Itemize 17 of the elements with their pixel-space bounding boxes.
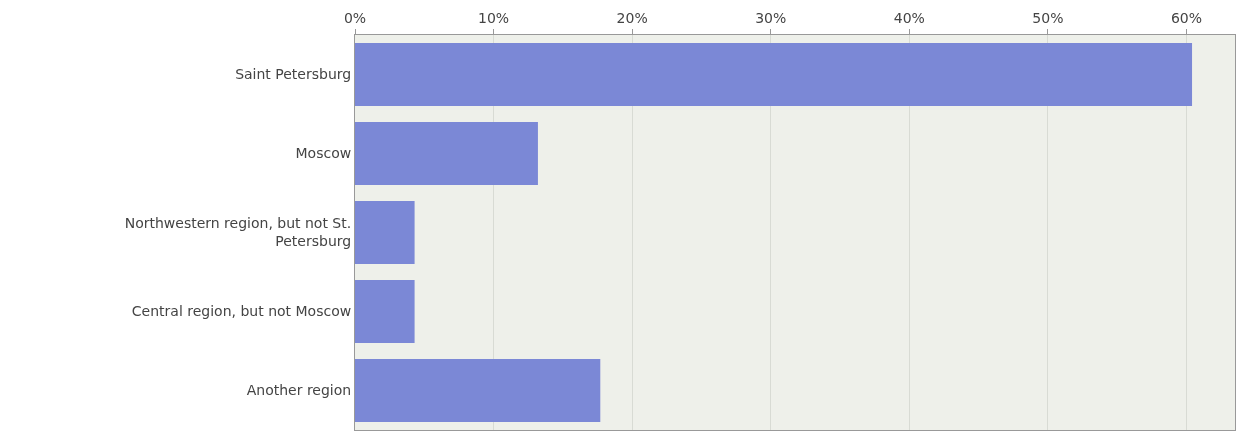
x-tick-label: 60% bbox=[1170, 10, 1203, 27]
y-tick-label: Central region, but not Moscow bbox=[131, 303, 352, 320]
bar bbox=[355, 121, 538, 186]
x-tick-label: 50% bbox=[1032, 10, 1064, 27]
y-tick-label: Another region bbox=[246, 382, 352, 399]
x-tick-label: 40% bbox=[893, 10, 925, 27]
bar bbox=[355, 279, 415, 344]
x-tick-label: 0% bbox=[343, 10, 367, 27]
bar bbox=[355, 200, 415, 265]
bar bbox=[355, 42, 1193, 107]
bar bbox=[355, 358, 601, 423]
y-tick-label: Moscow bbox=[295, 145, 352, 162]
y-tick-label: Northwestern region, but not St. Petersburg bbox=[124, 215, 352, 250]
x-tick-label: 20% bbox=[616, 10, 648, 27]
y-tick-label: Saint Petersburg bbox=[235, 66, 352, 83]
x-tick-label: 30% bbox=[755, 10, 787, 27]
x-tick-label: 10% bbox=[478, 10, 510, 27]
